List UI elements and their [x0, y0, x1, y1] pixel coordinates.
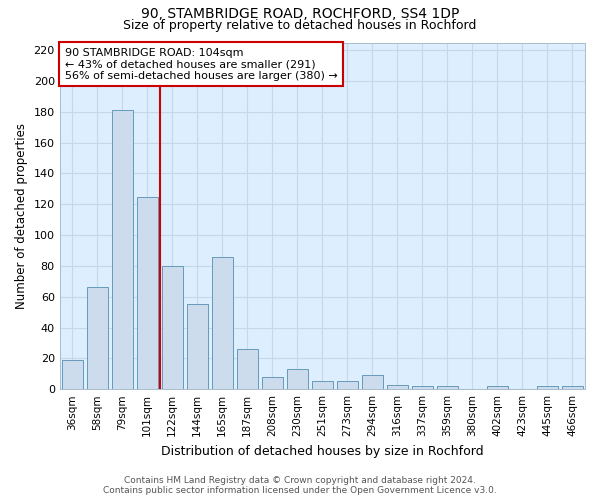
Bar [562, 386, 583, 389]
Bar [387, 384, 408, 389]
Bar [437, 386, 458, 389]
Bar [161, 266, 183, 389]
Text: Contains HM Land Registry data © Crown copyright and database right 2024.
Contai: Contains HM Land Registry data © Crown c… [103, 476, 497, 495]
Bar [537, 386, 558, 389]
Bar [262, 377, 283, 389]
Text: 90, STAMBRIDGE ROAD, ROCHFORD, SS4 1DP: 90, STAMBRIDGE ROAD, ROCHFORD, SS4 1DP [141, 8, 459, 22]
Bar [236, 349, 258, 389]
Text: Size of property relative to detached houses in Rochford: Size of property relative to detached ho… [124, 18, 476, 32]
Bar [362, 376, 383, 389]
Bar [112, 110, 133, 389]
Bar [312, 382, 333, 389]
Bar [212, 256, 233, 389]
Y-axis label: Number of detached properties: Number of detached properties [15, 123, 28, 309]
X-axis label: Distribution of detached houses by size in Rochford: Distribution of detached houses by size … [161, 444, 484, 458]
Bar [412, 386, 433, 389]
Text: 90 STAMBRIDGE ROAD: 104sqm
← 43% of detached houses are smaller (291)
56% of sem: 90 STAMBRIDGE ROAD: 104sqm ← 43% of deta… [65, 48, 338, 81]
Bar [287, 369, 308, 389]
Bar [487, 386, 508, 389]
Bar [62, 360, 83, 389]
Bar [337, 382, 358, 389]
Bar [137, 196, 158, 389]
Bar [187, 304, 208, 389]
Bar [86, 288, 108, 389]
